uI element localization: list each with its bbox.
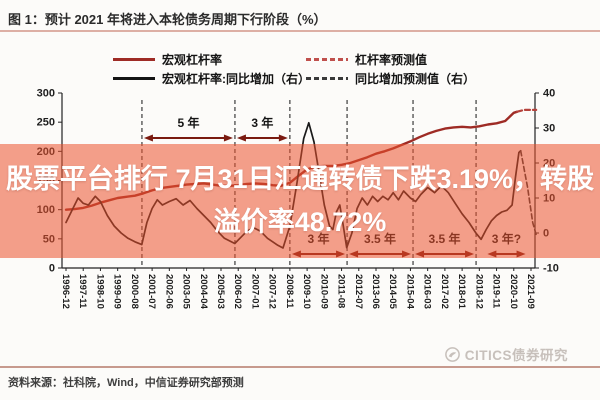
x-axis-label: 2017-02 [439,274,450,309]
x-axis-label: 2007-01 [249,274,260,310]
x-axis-label: 2008-11 [284,274,295,309]
dashed-line-swatch [306,76,348,80]
left-axis-label: 300 [37,88,55,100]
right-axis-label: 40 [543,88,555,100]
dashed-line-swatch [306,57,348,61]
x-axis-label: 2007-12 [267,274,278,309]
x-axis-label: 2016-03 [422,274,433,309]
x-axis-label: 1997-11 [77,274,88,309]
x-axis-label: 2005-03 [215,274,226,309]
series-1 [516,108,538,113]
footer-divider [0,366,600,368]
legend-item: 宏观杠杆率:同比增加（右） [113,70,310,86]
headline-overlay: 股票平台排行 7月31日汇通转债下跌3.19%，转股 溢价率48.72% [0,144,600,258]
legend-label: 宏观杠杆率 [162,52,223,67]
citics-logo-icon [444,346,460,362]
x-axis-label: 2001-07 [146,274,157,309]
headline-line-1: 股票平台排行 7月31日汇通转债下跌3.19%，转股 [5,164,595,194]
x-axis-label: 2020-10 [508,274,519,309]
legend-label: 杠杆率预测值 [355,52,428,67]
arrowhead-icon [143,134,153,142]
x-axis-label: 2019-11 [491,274,502,309]
x-axis-label: 2014-05 [387,274,398,310]
right-axis-label: 30 [543,123,555,135]
arrowhead-icon [278,134,288,142]
x-axis-label: 2018-12 [473,274,484,309]
title-divider [0,30,600,32]
legend-item: 杠杆率预测值 [306,51,427,67]
x-axis-label: 2018-01 [456,274,467,310]
x-axis-label: 1998-10 [94,274,105,309]
legend-label: 同比增加预测值（右） [355,71,476,86]
left-axis-label: 0 [49,263,55,275]
watermark-text: CITICS债券研究 [464,348,568,363]
legend-item: 同比增加预测值（右） [306,70,475,86]
x-axis-label: 2006-02 [232,274,243,309]
x-axis-label: 2013-06 [370,274,381,309]
x-axis-label: 2003-05 [181,274,192,310]
figure-title: 图 1：预计 2021 年将进入本轮债务周期下行阶段（%） [8,12,327,27]
x-axis-label: 2012-07 [353,274,364,309]
legend-item: 宏观杠杆率 [113,51,222,67]
arrowhead-icon [236,134,246,142]
x-axis-label: 2011-08 [336,274,347,308]
headline-line-2: 溢价率48.72% [213,207,387,237]
source-note: 资料来源：社科院，Wind，中信证券研究部预测 [8,377,244,389]
right-axis-label: -10 [543,263,559,275]
x-axis-label: 2004-04 [198,274,209,310]
x-axis-label: 2009-10 [301,274,312,309]
cycle-length-label: 5 年 [177,115,199,130]
watermark: CITICS债券研究 [444,344,568,364]
x-axis-label: 2015-04 [404,274,415,310]
legend-label: 宏观杠杆率:同比增加（右） [162,71,310,86]
x-axis-label: 2010-09 [318,274,329,309]
solid-line-swatch [113,57,155,61]
x-axis-label: 2002-06 [163,274,174,309]
cycle-length-label: 3 年 [251,115,273,130]
x-axis-label: 2000-08 [129,274,140,309]
x-axis-label: 1999-09 [112,274,123,309]
x-axis-label: 1996-12 [60,274,71,309]
x-axis-label: 2021-09 [525,274,536,309]
left-axis-label: 250 [37,117,55,129]
arrowhead-icon [223,134,233,142]
solid-line-swatch [113,76,155,80]
